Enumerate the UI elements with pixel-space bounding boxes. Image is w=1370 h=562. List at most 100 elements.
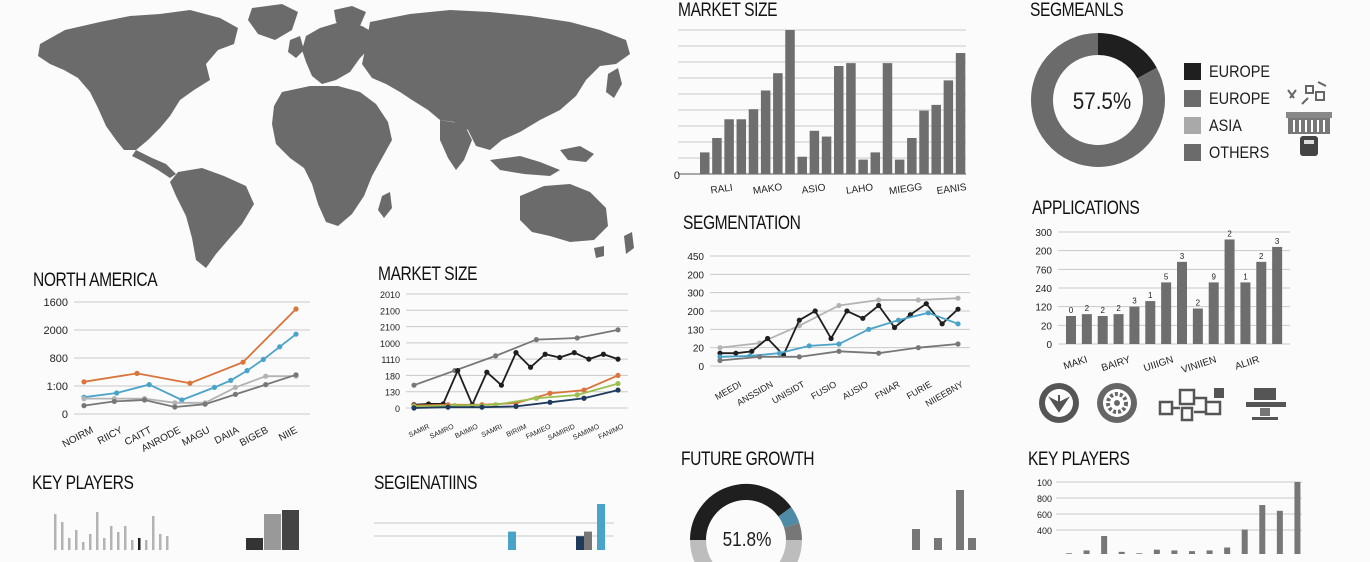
data-point	[493, 353, 499, 359]
data-point	[955, 295, 961, 301]
legend-item: ASIA	[1184, 112, 1281, 139]
x-tick-label: FANIMO	[598, 423, 626, 441]
future-growth-center-label: 51.8%	[722, 529, 772, 551]
data-point	[907, 312, 913, 318]
y-tick-label: 2010	[380, 290, 400, 300]
series-line	[413, 328, 619, 387]
data-point	[955, 341, 961, 347]
data-point	[733, 350, 739, 356]
key-players-right-title: KEY PLAYERS	[1028, 449, 1130, 470]
y-tick-label: 180	[385, 371, 400, 381]
bar	[1066, 553, 1072, 554]
data-point	[260, 356, 266, 362]
segienatiins-title: SEGIENATIINS	[374, 473, 478, 494]
data-point	[146, 382, 152, 388]
data-point	[891, 324, 898, 331]
data-point	[876, 297, 882, 303]
data-label: 9	[1211, 272, 1216, 281]
x-tick-label: SAMRI	[481, 423, 504, 439]
bar	[1083, 550, 1090, 554]
bar	[1145, 301, 1156, 344]
bar	[955, 53, 966, 174]
x-tick-label: FUSIO	[809, 379, 838, 401]
data-point	[828, 335, 834, 342]
segienatiins-chart	[374, 504, 614, 550]
x-tick-label: ANSSIDN	[735, 379, 775, 408]
segments-legend: EUROPE EUROPE ASIA OTHERS	[1184, 58, 1281, 166]
bar	[1241, 529, 1248, 554]
bar	[1129, 306, 1140, 344]
y-tick-label: 200	[687, 307, 704, 318]
data-point	[411, 405, 417, 411]
bar	[956, 490, 964, 550]
bar	[931, 104, 941, 174]
x-tick-label: BAIRY	[1100, 354, 1132, 374]
data-point	[895, 317, 902, 323]
bar	[282, 510, 299, 550]
y-tick-label: 400	[1037, 526, 1052, 536]
bar	[934, 538, 942, 550]
future-growth-side-bars	[912, 490, 976, 550]
data-point	[187, 380, 193, 386]
data-point	[925, 310, 931, 316]
data-point	[923, 301, 929, 307]
legend-item: EUROPE	[1184, 58, 1281, 85]
bar	[1240, 282, 1251, 344]
bar	[846, 63, 856, 175]
y-tick-label: 100	[1037, 478, 1052, 488]
bar	[508, 531, 516, 550]
data-point	[600, 351, 607, 357]
bar	[61, 522, 64, 550]
bar	[1206, 550, 1213, 554]
segments-donut-chart	[1031, 33, 1165, 167]
bar	[152, 516, 155, 550]
legend-label: EUROPE	[1209, 61, 1271, 81]
x-tick-label: LAHO	[845, 182, 874, 197]
data-point	[836, 341, 842, 347]
data-point	[141, 397, 148, 403]
data-point	[586, 356, 592, 362]
data-label: 2	[1116, 304, 1121, 313]
world-map-icon	[38, 4, 634, 268]
x-tick-label: SAMIR	[408, 423, 431, 439]
data-point	[860, 315, 866, 321]
bar	[131, 540, 134, 550]
series-line	[84, 375, 296, 404]
series-line	[83, 333, 297, 401]
data-point	[232, 384, 239, 390]
bar	[736, 119, 747, 174]
y-tick-label: 0	[1046, 340, 1052, 351]
y-tick-label: 300	[687, 289, 704, 300]
bar	[1276, 510, 1283, 554]
data-point	[202, 401, 208, 407]
data-point	[81, 396, 87, 402]
bar	[246, 538, 263, 550]
data-point	[915, 297, 921, 303]
bar	[264, 514, 281, 550]
data-point	[557, 354, 563, 361]
bar	[54, 514, 57, 550]
data-point	[244, 368, 250, 374]
bar	[124, 526, 127, 550]
bar	[1153, 549, 1160, 554]
bar	[1161, 282, 1172, 344]
bar	[785, 30, 795, 174]
series-line	[83, 308, 297, 385]
data-label: 5	[1164, 272, 1169, 281]
data-point	[615, 356, 621, 362]
data-point	[776, 350, 783, 356]
data-point	[796, 354, 802, 360]
x-tick-label: NIIE	[277, 425, 300, 444]
data-point	[81, 403, 87, 409]
data-point	[172, 400, 178, 406]
x-tick-label: MIEGG	[888, 182, 923, 198]
bar	[145, 540, 148, 550]
y-tick-label: 130	[385, 388, 400, 398]
bar	[166, 536, 169, 550]
data-point	[547, 399, 553, 405]
legend-item: OTHERS	[1184, 139, 1281, 166]
gear-badge-icon	[1097, 383, 1137, 423]
x-tick-label: BAIMIO	[454, 423, 480, 440]
bar	[1101, 536, 1108, 554]
data-point	[498, 382, 505, 388]
